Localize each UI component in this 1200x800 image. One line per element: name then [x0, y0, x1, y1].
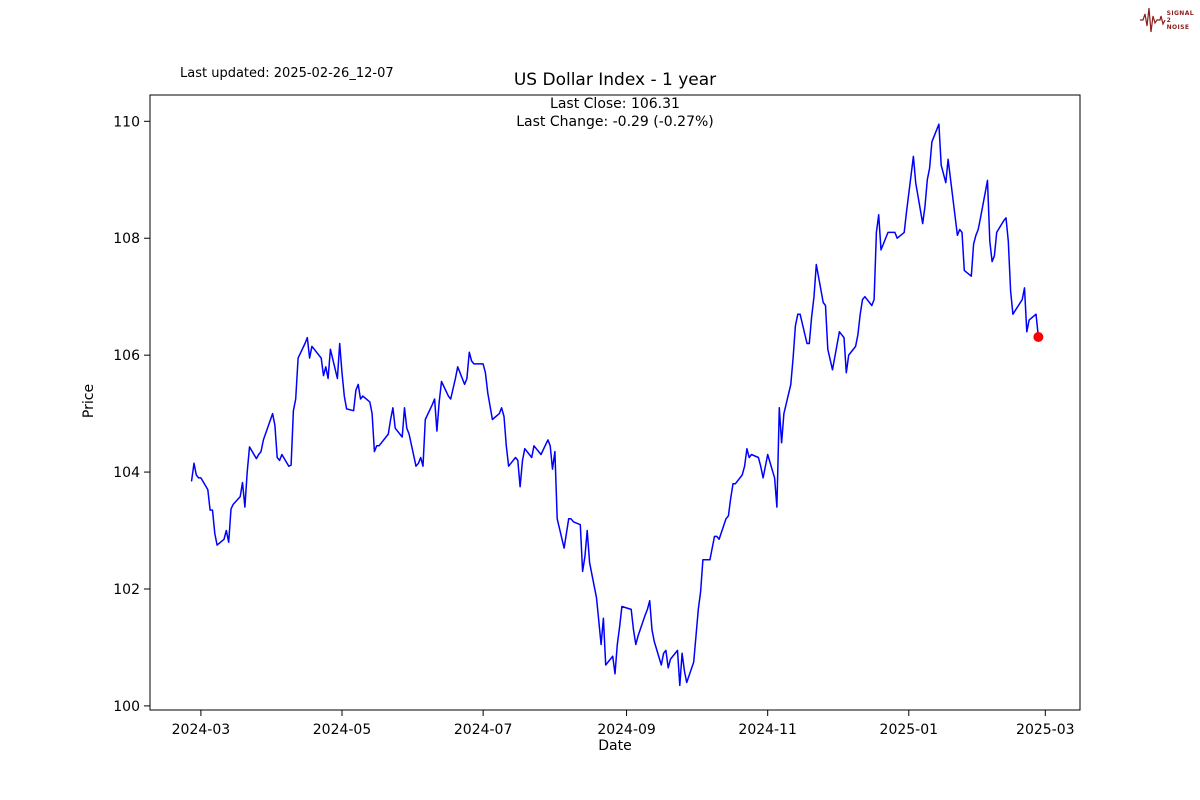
y-tick-label: 100 [113, 699, 140, 715]
logo-text: SIGNAL 2 NOISE [1167, 10, 1194, 31]
y-tick-label: 104 [113, 465, 140, 481]
price-line [190, 123, 1040, 687]
chart-title: US Dollar Index - 1 year [513, 70, 717, 90]
last-updated-text: Last updated: 2025-02-26_12-07 [180, 66, 394, 81]
last-change-annotation: Last Change: -0.29 (-0.27%) [516, 114, 714, 130]
x-axis-label: Date [598, 738, 632, 754]
logo-line-2: 2 [1166, 16, 1172, 24]
x-tick-label: 2024-09 [597, 722, 656, 738]
logo-line-signal: SIGNAL [1166, 9, 1194, 17]
waveform-icon [1139, 7, 1166, 33]
x-tick-label: 2024-07 [454, 722, 513, 738]
plot-frame [149, 94, 1081, 711]
x-tick-label: 2024-05 [313, 722, 372, 738]
x-tick-label: 2024-03 [172, 722, 231, 738]
last-close-marker [1033, 332, 1044, 343]
y-tick-label: 108 [113, 231, 140, 247]
y-axis-label: Price [81, 383, 98, 419]
x-tick-label: 2024-11 [738, 722, 797, 738]
x-tick-label: 2025-01 [880, 722, 939, 738]
last-close-annotation: Last Close: 106.31 [550, 96, 680, 112]
signal2noise-logo: SIGNAL 2 NOISE [1139, 4, 1194, 36]
y-tick-label: 110 [113, 114, 140, 130]
y-tick-label: 102 [113, 582, 140, 598]
x-tick-label: 2025-03 [1016, 722, 1075, 738]
logo-line-noise: NOISE [1166, 23, 1190, 31]
y-tick-label: 106 [113, 348, 140, 364]
